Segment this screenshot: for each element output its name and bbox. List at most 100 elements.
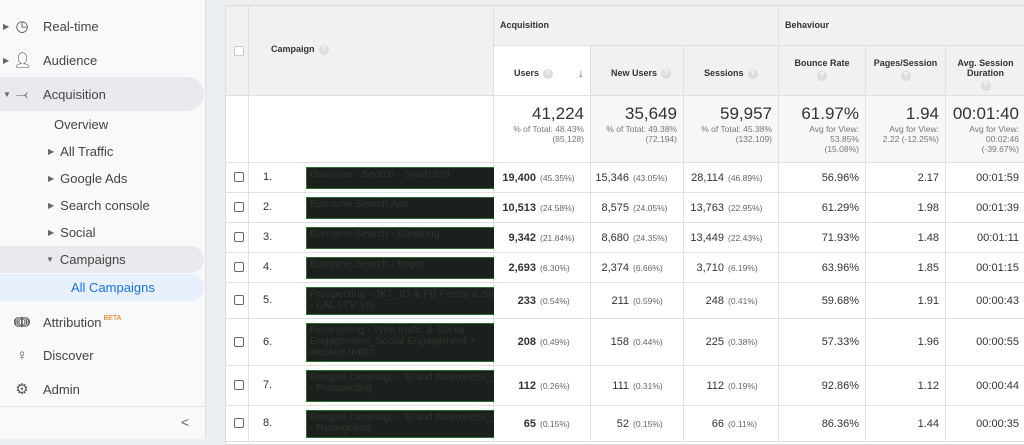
help-icon[interactable]: ? [900,71,911,81]
divider [0,406,206,407]
select-all-header [226,6,249,96]
nav-acquisition[interactable]: ▼ ⤙ Acquisition [0,77,204,111]
total-value: 00:01:40 [952,104,1019,123]
nav-overview[interactable]: Overview [54,111,108,138]
nav-search-console[interactable]: ▶ Search console [48,192,150,219]
column-header-new_users[interactable]: New Users? [591,46,684,96]
nav-audience[interactable]: ▶ 👤︎ Audience [0,43,204,77]
column-label: New Users [611,68,658,78]
percent: (24.05%) [633,203,668,213]
help-icon[interactable]: ? [661,68,672,79]
percent: (21.84%) [540,233,575,243]
column-header-bounce[interactable]: Bounce Rate? [779,46,866,96]
campaign-name-redacted[interactable]: Bumame Search Ads [306,197,513,219]
column-label: Pages/Session [873,58,938,68]
total-sub1: % of Total: 49.38% [606,124,677,134]
campaign-cell: 5. Prospecting - JKT_IG & FB Feeds & Stor… [249,283,513,319]
gear-icon: ⚙ [15,381,29,398]
nav-admin[interactable]: ⚙ Admin [0,372,204,406]
column-label: Campaign [271,44,315,54]
campaign-name-redacted[interactable]: Bumame Search - Bandung [306,227,513,249]
row-index: 6. [263,335,273,348]
value: 15,346 [595,172,629,184]
campaign-name-redacted[interactable]: Reagen campaign - Brand Awareness_CA - P… [306,370,513,402]
cell-new_users: 8,575 (24.05%) [591,193,684,223]
row-checkbox[interactable] [234,418,244,428]
nav-label: Social [60,225,96,240]
cell-new_users: 15,346 (43.05%) [591,163,684,193]
campaign-name-redacted[interactable]: Bumame - Search - Swab test [306,167,513,189]
caret-right-icon: ▶ [3,55,10,65]
value: 3,710 [696,262,724,274]
nav-discover[interactable]: ♀ Discover [0,338,204,372]
campaign-name-redacted[interactable]: Reagen campaign - Brand Awareness_CA - R… [306,410,513,438]
column-header-sessions[interactable]: Sessions? [684,46,779,96]
row-checkbox[interactable] [234,336,244,347]
total-sub2: 53.85% [830,134,859,144]
campaign-header[interactable]: Campaign? [249,6,494,96]
value: 19,400 [502,172,536,184]
nav-label: Attribution BETA [43,315,121,330]
row-checkbox-cell [226,406,249,442]
column-header-users[interactable]: Users? ↓ [494,46,591,96]
caret-right-icon: ▶ [48,174,55,183]
row-checkbox[interactable] [234,202,244,212]
row-checkbox[interactable] [234,232,244,242]
row-checkbox[interactable] [234,262,244,272]
value: 1.85 [917,262,939,274]
sort-desc-icon[interactable]: ↓ [578,66,584,80]
row-checkbox[interactable] [234,172,244,182]
percent: (22.43%) [728,233,763,243]
value: 00:00:55 [976,336,1019,348]
help-icon[interactable]: ? [980,81,991,91]
help-icon[interactable]: ? [543,68,554,79]
total-sub3: (-39.67%) [981,144,1019,154]
nav-social[interactable]: ▶ Social [48,219,96,246]
help-icon[interactable]: ? [747,68,758,79]
column-label: Users [514,68,540,78]
cell-sessions: 28,114 (46.89%) [684,163,779,193]
nav-label: Audience [43,52,98,68]
total-sub1: % of Total: 45.38% [701,124,772,134]
percent: (24.35%) [633,233,668,243]
select-all-checkbox[interactable] [234,46,244,56]
value: 225 [705,336,724,348]
cell-new_users: 2,374 (6.66%) [591,253,684,283]
total-sub1: Avg for View: [889,124,939,134]
campaign-name-redacted[interactable]: Retargeting - Web traffic & Social Engag… [306,323,513,362]
row-checkbox[interactable] [234,295,244,305]
collapse-button[interactable]: < [181,414,190,430]
value: 2,374 [601,262,629,274]
percent: (43.05%) [633,173,668,183]
cell-duration: 00:00:43 [946,283,1024,319]
nav-all-traffic[interactable]: ▶ All Traffic [48,138,113,165]
value: 00:01:15 [976,262,1019,274]
attribution-label: Attribution [43,314,102,330]
column-header-duration[interactable]: Avg. Session Duration? [946,46,1024,96]
value: 00:01:39 [976,202,1019,214]
value: 1.12 [917,380,939,392]
cell-pages: 1.96 [866,319,946,366]
nav-label: Acquisition [43,86,106,102]
totals-duration: 00:01:40 Avg for View: 00:02:46 (-39.67%) [946,96,1024,163]
nav-attribution[interactable]: ↈ Attribution BETA [0,305,204,339]
value: 13,763 [690,202,724,214]
nav-real-time[interactable]: ▶ ◷ Real-time [0,9,204,43]
row-checkbox[interactable] [234,380,244,390]
column-header-pages[interactable]: Pages/Session? [866,46,946,96]
help-icon[interactable]: ? [318,44,329,55]
help-icon[interactable]: ? [817,71,827,81]
cell-pages: 2.17 [866,163,946,193]
value: 00:00:43 [976,295,1019,307]
nav-campaigns[interactable]: ▼ Campaigns [0,246,204,273]
row-index: 2. [263,201,273,213]
value: 28,114 [691,172,724,184]
campaign-name-redacted[interactable]: Bumame Search - bogor [306,257,513,279]
row-index: 4. [263,261,273,273]
campaign-name-redacted[interactable]: Prospecting - JKT_IG & FB Feeds & Story … [306,287,513,315]
total-value: 35,649 [625,104,677,123]
caret-down-icon: ▼ [46,255,54,264]
value: 65 [523,418,536,430]
nav-all-campaigns[interactable]: All Campaigns [0,274,204,301]
nav-google-ads[interactable]: ▶ Google Ads [48,165,127,192]
